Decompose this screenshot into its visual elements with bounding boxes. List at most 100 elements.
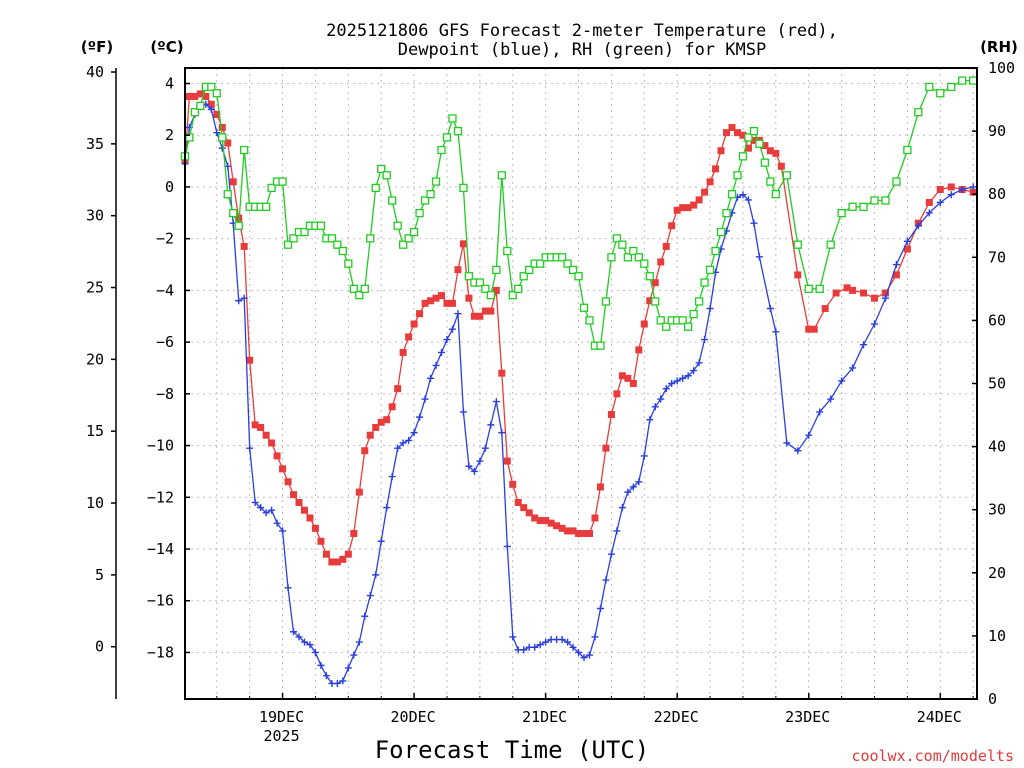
fahrenheit-tick-label: 40 [86,63,104,81]
temperature-point [772,149,780,157]
rh-point [892,177,901,186]
rh-point [300,227,309,237]
dewpoint-point [487,421,495,429]
temperature-point [383,416,391,424]
dewpoint-point [273,519,281,527]
temperature-point [849,286,857,294]
temperature-point [454,266,462,274]
rh-point [722,208,731,218]
temperature-point [531,514,539,522]
dewpoint-point [339,677,347,685]
temperature-point [542,517,550,525]
temperature-point [421,299,429,307]
temperature-point [651,279,659,287]
rh-point [519,272,528,281]
x-tick-sublabel: 2025 [263,727,299,745]
temperature-point [344,550,352,558]
temperature-point [646,297,654,305]
rh-point [497,171,506,180]
temperature-point [213,111,221,119]
temperature-point [843,284,851,292]
grid-lines [185,68,977,699]
rh-point [377,164,386,174]
rh-point [420,196,430,205]
rh-point [442,133,452,142]
temperature-point [832,289,840,297]
celsius-tick-label: 0 [165,178,174,196]
temperature-point [607,411,615,419]
temperature-point [268,439,276,447]
temperature-point [465,294,473,302]
fahrenheit-tick-label: 20 [86,350,104,368]
dewpoint-point [432,361,440,369]
rh-point [716,227,726,237]
celsius-tick-label: −14 [147,540,174,558]
rh-tick-label: 60 [988,311,1006,329]
rh-point [366,234,375,243]
dewpoint-point [394,444,402,452]
dewpoint-point [383,504,391,512]
dewpoint-point [602,576,610,584]
x-tick-label: 20DEC [391,708,436,726]
credit-text: coolwx.com/modelts [851,747,1014,765]
rh-point [393,221,402,230]
rh-point [563,259,572,268]
rh-point [426,190,435,199]
rh-point [914,108,923,117]
rh-point [267,183,276,193]
temperature-point [246,356,254,364]
dewpoint-point [290,628,298,636]
rh-point [437,145,446,155]
dewpoint-point [805,431,813,439]
dewpoint-point [750,219,758,227]
dewpoint-point [881,294,889,302]
rh-point [826,240,835,249]
rh-tick-label: 90 [988,122,1006,140]
temperature-point [695,196,703,204]
temperature-point [679,204,687,212]
dewpoint-point [448,325,456,333]
temperature-point [191,92,199,100]
temperature-point [761,142,769,150]
fahrenheit-tick-label: 5 [95,566,104,584]
temperature-point [311,524,319,532]
dewpoint-point [772,328,780,336]
fahrenheit-tick-label: 30 [86,207,104,225]
dewpoint-point [947,191,955,199]
dewpoint-point [536,641,544,649]
dewpoint-point [668,380,676,387]
temperature-point [520,504,528,512]
temperature-point [290,491,298,499]
dewpoint-point [240,294,248,302]
dewpoint-point [344,664,352,672]
rh-line [184,79,974,347]
dewpoint-point [925,209,933,217]
dewpoint-point [558,636,566,644]
temperature-point [777,162,785,170]
rh-point [607,253,616,262]
dewpoint-point [438,348,446,356]
temperature-point [733,129,741,137]
dewpoint-point [958,186,966,194]
dewpoint-point [405,436,413,444]
rh-point [316,221,326,230]
x-tick-label: 22DEC [654,708,699,726]
temperature-point [564,527,572,535]
dewpoint-point [421,395,429,403]
dewpoint-point [416,413,424,421]
x-tick-label: 21DEC [522,708,567,726]
x-tick-label: 23DEC [785,708,830,726]
dewpoint-point [596,604,604,612]
rh-point [678,316,687,325]
rh-point [640,259,649,268]
dewpoint-point [646,416,654,424]
rh-point [651,297,660,306]
x-tick-label: 19DEC [259,708,304,726]
chart-title: 2025121806 GFS Forecast 2-meter Temperat… [326,21,838,60]
temperature-point [947,183,955,191]
rh-point [618,240,627,249]
temperature-point [339,555,347,563]
dewpoint-point [575,648,583,656]
dewpoint-point [542,638,550,646]
dewpoint-point [361,612,369,620]
